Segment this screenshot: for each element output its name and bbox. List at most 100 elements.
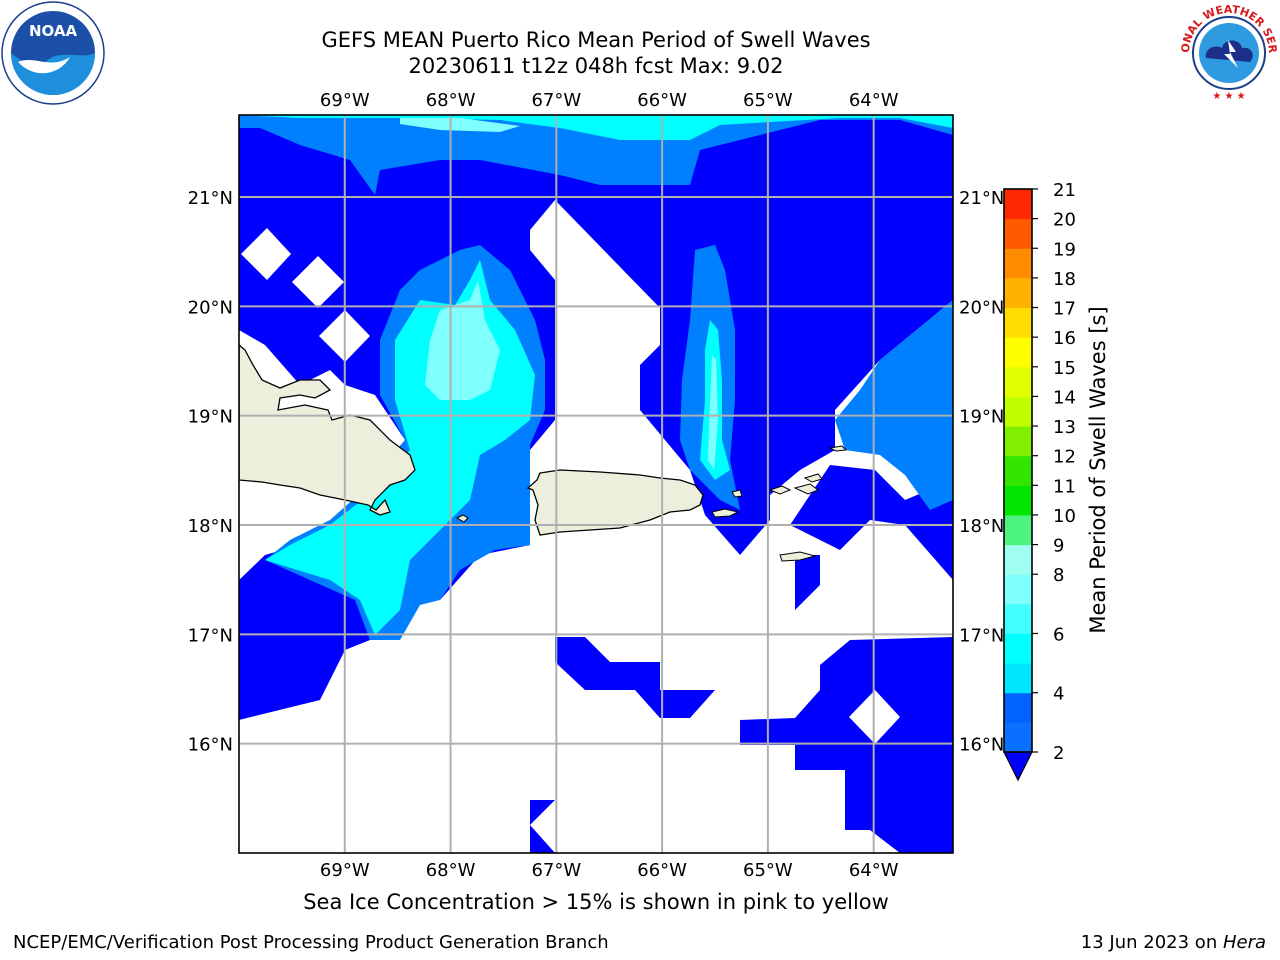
colorbar-segment xyxy=(1004,544,1032,575)
chart-subtitle: 20230611 t12z 048h fcst Max: 9.02 xyxy=(408,54,784,78)
colorbar-tick-label: 20 xyxy=(1053,210,1076,231)
colorbar-tick-label: 21 xyxy=(1053,180,1076,201)
land-hispaniola xyxy=(239,344,416,516)
colorbar-tick-label: 8 xyxy=(1053,565,1064,586)
swell-region-deep-blue-caribbean xyxy=(790,465,953,580)
footer-branch: NCEP/EMC/Verification Post Processing Pr… xyxy=(13,932,609,953)
map-tick-labels: 69°W 69°W 68°W 68°W 67°W 67°W 66°W 66°W 65°W 65°W… xyxy=(188,90,1005,881)
lat-tick-label-right: 18°N xyxy=(959,516,1004,537)
colorbar-tick-label: 2 xyxy=(1053,743,1064,764)
calm-hole-1 xyxy=(241,228,291,280)
lat-tick-label-left: 19°N xyxy=(188,407,233,428)
swell-region-light-cyan-north xyxy=(400,118,520,132)
colorbar-segment xyxy=(1004,189,1032,220)
colorbar-segment xyxy=(1004,337,1032,368)
colorbar-tick-label: 19 xyxy=(1053,239,1076,260)
map-field xyxy=(239,115,953,853)
colorbar-frame xyxy=(1003,188,1033,753)
colorbar-segment xyxy=(1004,692,1032,723)
swell-region-deep-blue-southeast xyxy=(740,637,953,853)
footer-date: 13 Jun 2023 on Hera xyxy=(1081,932,1266,953)
lon-tick-label-bottom: 68°W xyxy=(426,860,476,881)
lat-tick-label-right: 17°N xyxy=(959,625,1004,646)
colorbar-tick-label: 10 xyxy=(1053,506,1076,527)
sea-ice-caption: Sea Ice Concentration > 15% is shown in … xyxy=(303,890,889,914)
lon-tick-label-bottom: 64°W xyxy=(849,860,899,881)
lon-tick-label-top: 67°W xyxy=(531,90,581,111)
colorbar-tick-label: 11 xyxy=(1053,476,1076,497)
colorbar-segment xyxy=(1004,396,1032,427)
colorbar-segment xyxy=(1004,663,1032,694)
noaa-logo-text: NOAA xyxy=(29,22,78,40)
lon-tick-label-top: 68°W xyxy=(426,90,476,111)
colorbar-segment xyxy=(1004,603,1032,634)
colorbar-label: Mean Period of Swell Waves [s] xyxy=(1086,306,1110,633)
land-virgin-islands xyxy=(731,473,823,498)
colorbar-tick-label: 9 xyxy=(1053,536,1064,557)
colorbar-segment xyxy=(1004,218,1032,249)
colorbar-tick-label: 4 xyxy=(1053,684,1064,705)
colorbar-segment xyxy=(1004,307,1032,338)
lat-tick-label-left: 17°N xyxy=(188,625,233,646)
swell-region-light-cyan-central xyxy=(425,280,500,400)
map-frame xyxy=(238,114,954,854)
map-gridlines xyxy=(239,115,953,853)
swell-region-cyan-north xyxy=(239,115,953,140)
colorbar-segment xyxy=(1004,248,1032,279)
colorbar-tick-label: 18 xyxy=(1053,269,1076,290)
swell-region-deep-blue-south xyxy=(555,637,715,718)
colorbar: 2 4 6 8 9 10 11 12 13 14 15 16 17 18 19 20 21 xyxy=(1003,180,1076,782)
lon-tick-label-top: 64°W xyxy=(849,90,899,111)
lat-tick-label-left: 21°N xyxy=(188,188,233,209)
lat-tick-label-left: 20°N xyxy=(188,297,233,318)
colorbar-tick-label: 15 xyxy=(1053,358,1076,379)
lon-tick-label-bottom: 69°W xyxy=(320,860,370,881)
land-st-croix xyxy=(779,551,817,562)
swell-region-deep-blue-south-small xyxy=(530,800,555,853)
colorbar-segment xyxy=(1004,574,1032,605)
lat-tick-label-right: 20°N xyxy=(959,297,1004,318)
lon-tick-label-top: 66°W xyxy=(637,90,687,111)
lat-tick-label-left: 18°N xyxy=(188,516,233,537)
colorbar-tick-label: 12 xyxy=(1053,447,1076,468)
lon-tick-label-bottom: 66°W xyxy=(637,860,687,881)
noaa-logo: NOAA xyxy=(1,1,105,105)
lat-tick-label-left: 16°N xyxy=(188,735,233,756)
colorbar-segment xyxy=(1004,722,1032,753)
calm-hole-2 xyxy=(292,256,344,308)
land-vieques xyxy=(711,508,740,518)
footer-date-text: 13 Jun 2023 on xyxy=(1080,932,1223,953)
lon-tick-label-bottom: 65°W xyxy=(743,860,793,881)
swell-region-mid-blue-caribbean xyxy=(835,300,953,510)
colorbar-segment xyxy=(1004,455,1032,486)
nws-logo: NATIONAL WEATHER SERVICE ★ ★ ★ xyxy=(1176,0,1279,103)
colorbar-tick-label: 6 xyxy=(1053,624,1064,645)
swell-region-deep-blue-patch xyxy=(795,555,820,610)
colorbar-tick-label: 13 xyxy=(1053,417,1076,438)
colorbar-segment xyxy=(1004,366,1032,397)
lat-tick-label-right: 19°N xyxy=(959,407,1004,428)
colorbar-extend-triangle xyxy=(1003,751,1033,782)
colorbar-segment xyxy=(1004,514,1032,546)
land-puerto-rico xyxy=(526,469,704,536)
colorbar-tick-label: 16 xyxy=(1053,328,1076,349)
colorbar-segment xyxy=(1004,485,1032,516)
footer-machine: Hera xyxy=(1222,932,1266,953)
colorbar-segment xyxy=(1004,277,1032,309)
lon-tick-label-top: 65°W xyxy=(743,90,793,111)
lat-tick-label-right: 21°N xyxy=(959,188,1004,209)
svg-text:★ ★ ★: ★ ★ ★ xyxy=(1212,91,1245,102)
colorbar-tick-label: 17 xyxy=(1053,299,1076,320)
swell-region-light-cyan-east xyxy=(708,355,718,470)
colorbar-segment xyxy=(1004,426,1032,457)
lon-tick-label-bottom: 67°W xyxy=(531,860,581,881)
lat-tick-label-right: 16°N xyxy=(959,735,1004,756)
colorbar-tick-label: 14 xyxy=(1053,387,1076,408)
lon-tick-label-top: 69°W xyxy=(320,90,370,111)
swell-region-mid-blue-north xyxy=(239,115,953,195)
colorbar-segment xyxy=(1004,633,1032,664)
land-anguilla xyxy=(828,445,848,452)
chart-title: GEFS MEAN Puerto Rico Mean Period of Swe… xyxy=(321,28,871,52)
land-mona-island xyxy=(455,514,469,523)
